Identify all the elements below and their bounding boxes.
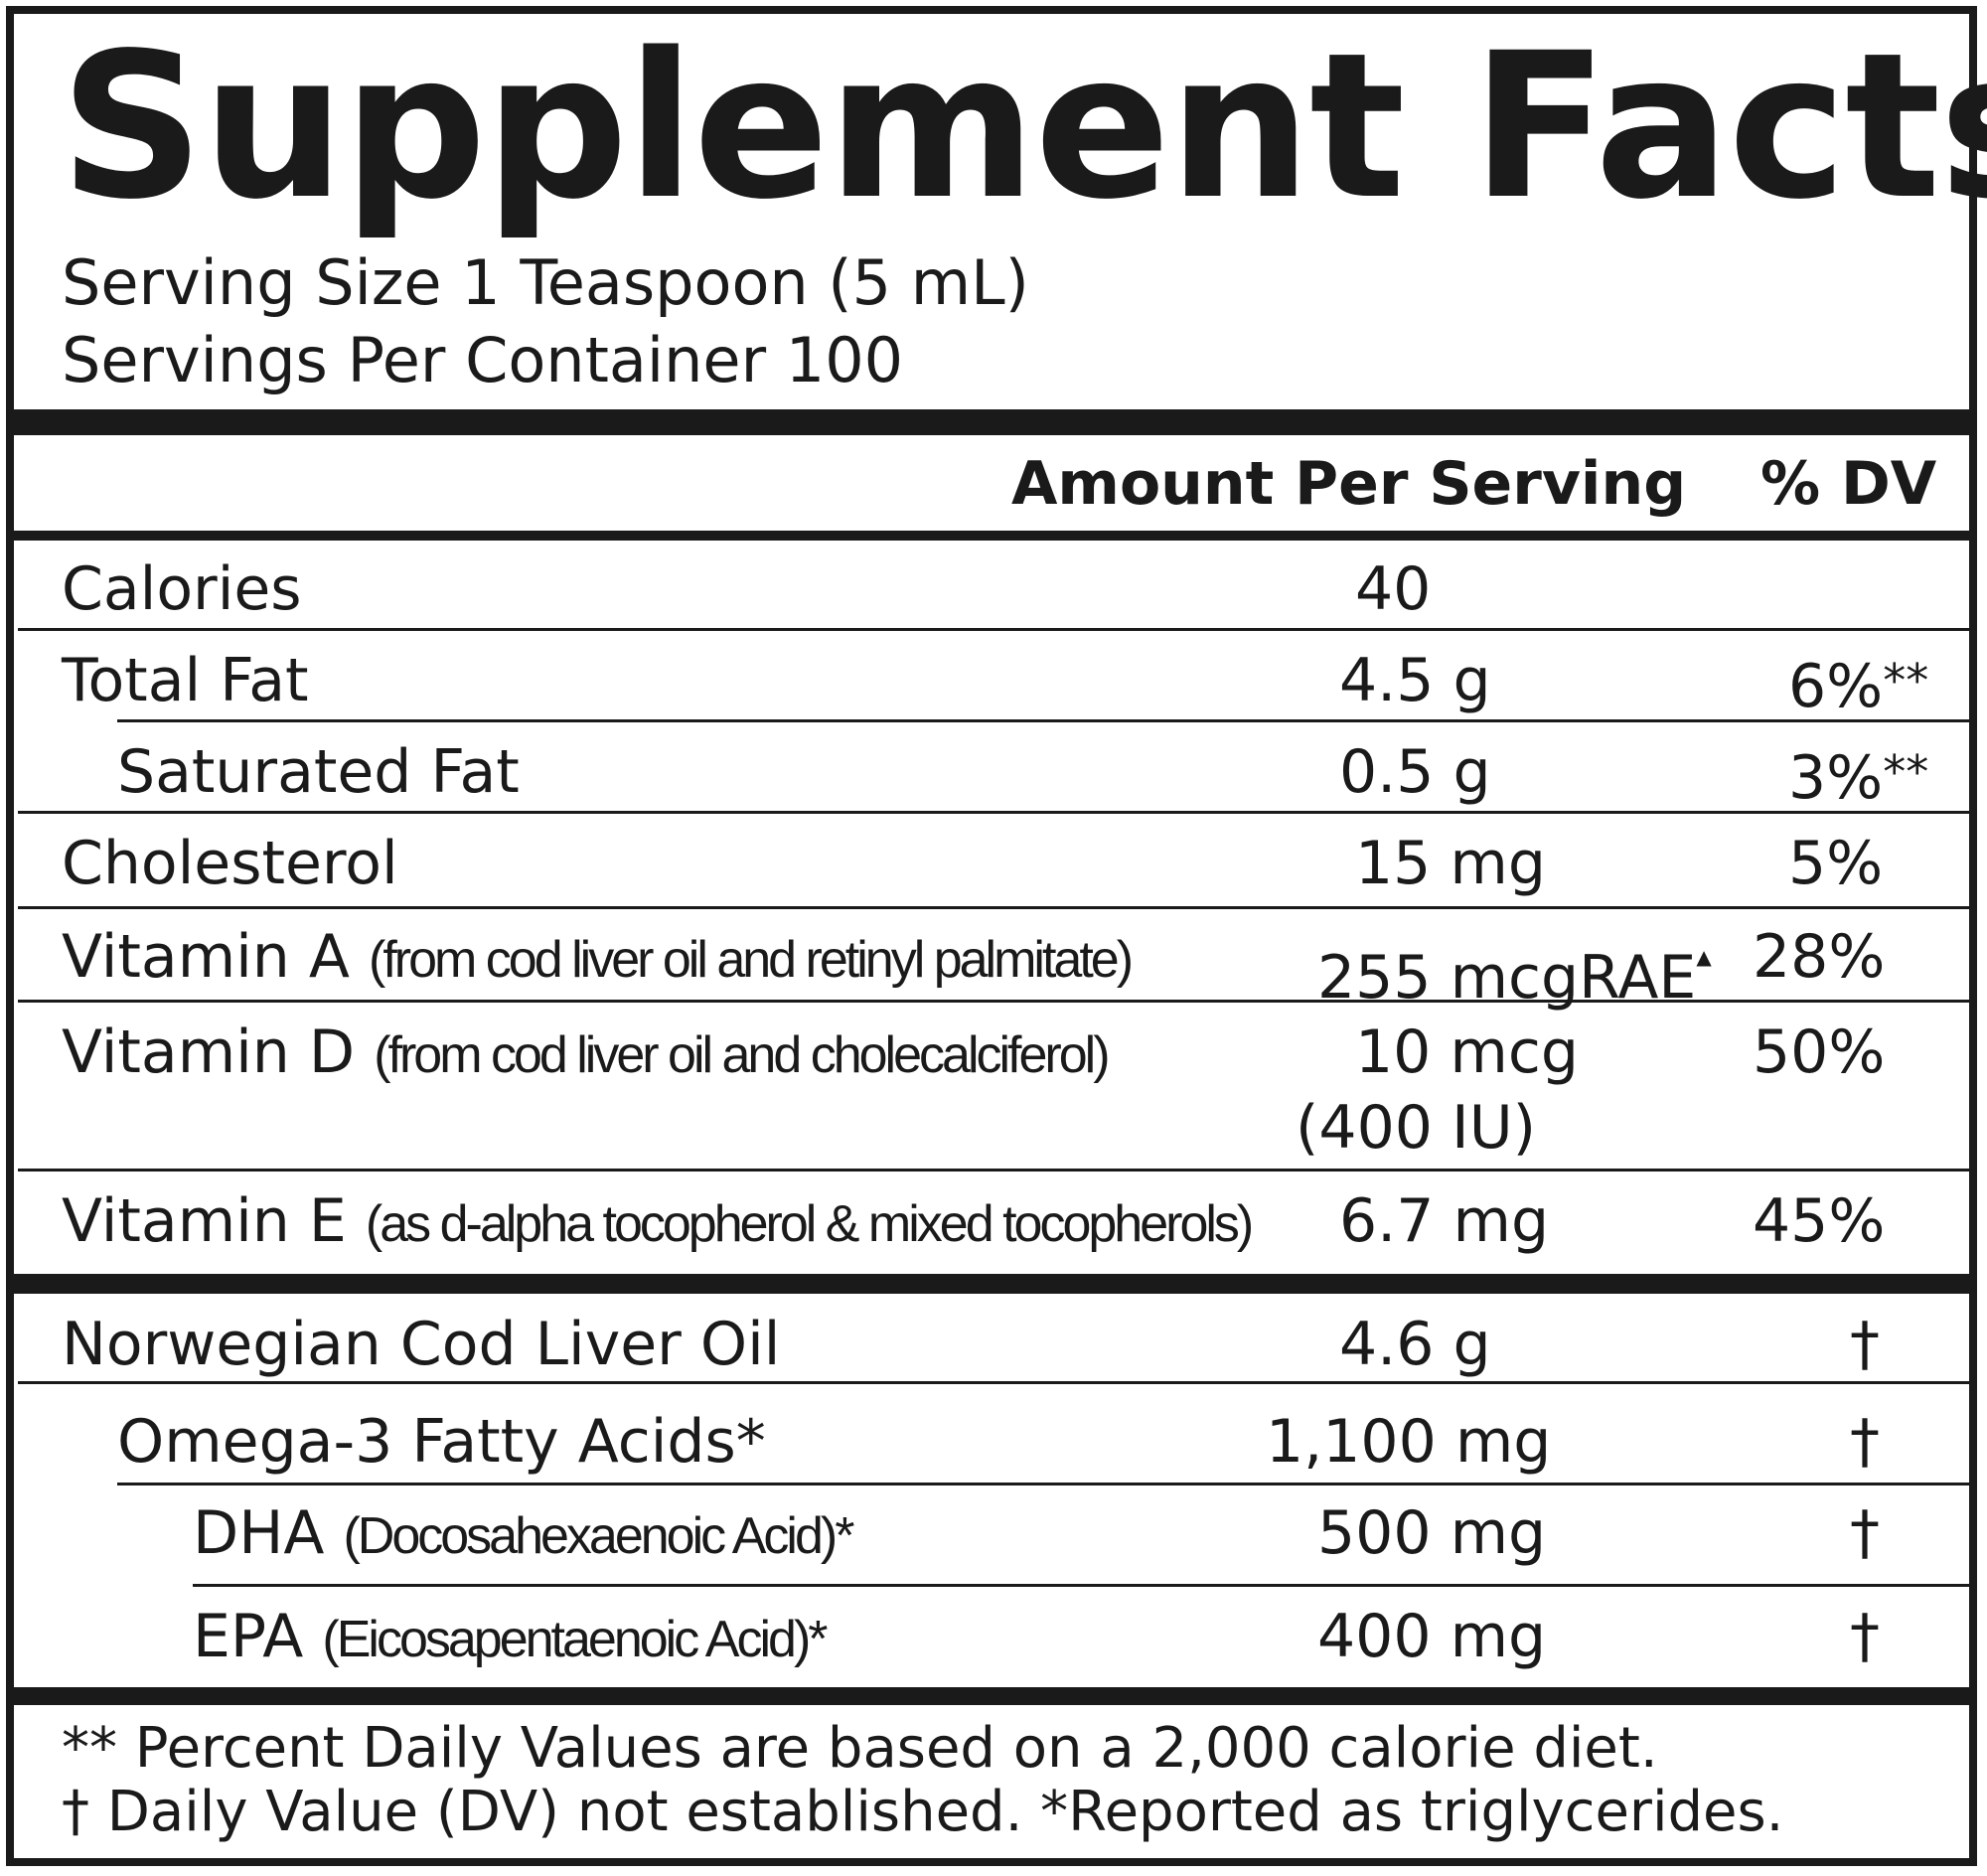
panel-title: Supplement Facts	[60, 9, 1987, 243]
row-vitamin-e-dv: 45%	[1753, 1186, 1886, 1256]
row-dha-name: DHA (Docosahexaenoic Acid)*	[193, 1498, 854, 1568]
triangle-marker: ▲	[1696, 945, 1712, 969]
row-calories-name: Calories	[62, 554, 302, 624]
row-saturated-fat-dv: 3%**	[1788, 743, 1929, 813]
row-epa-dv: †	[1850, 1602, 1880, 1671]
row-omega3-dv: †	[1850, 1407, 1880, 1477]
row-vitamin-d-name: Vitamin D (from cod liver oil and cholec…	[62, 1017, 1111, 1087]
row-divider	[18, 1381, 1969, 1384]
row-cod-liver-oil-name: Norwegian Cod Liver Oil	[62, 1310, 781, 1379]
row-divider	[18, 811, 1969, 814]
footnote-dv-not-established: † Daily Value (DV) not established. *Rep…	[62, 1780, 1784, 1844]
row-total-fat-amount: 4.5 g	[1339, 646, 1491, 715]
row-omega3-name: Omega-3 Fatty Acids*	[117, 1407, 766, 1477]
divider-bar-header	[12, 531, 1975, 541]
divider-bar-bottom	[12, 1687, 1975, 1705]
row-dha-dv: †	[1850, 1498, 1880, 1568]
row-divider	[193, 1584, 1969, 1587]
row-vitamin-d-detail: (from cod liver oil and cholecalciferol)	[374, 1026, 1110, 1084]
row-dha-amount: 500 mg	[1317, 1498, 1547, 1568]
row-vitamin-d-amount-iu: (400 IU)	[1296, 1093, 1537, 1163]
divider-bar-top	[12, 409, 1975, 435]
row-vitamin-a-detail: (from cod liver oil and retinyl palmitat…	[369, 931, 1134, 989]
row-vitamin-e-amount: 6.7 mg	[1339, 1186, 1550, 1256]
row-vitamin-d-dv: 50%	[1753, 1017, 1886, 1087]
footnote-daily-values: ** Percent Daily Values are based on a 2…	[62, 1716, 1658, 1781]
row-total-fat-name: Total Fat	[62, 646, 309, 715]
divider-bar-middle	[12, 1274, 1975, 1294]
row-omega3-amount: 1,100 mg	[1266, 1407, 1552, 1477]
row-divider	[18, 1169, 1969, 1172]
row-saturated-fat-amount: 0.5 g	[1339, 737, 1491, 807]
row-epa-amount: 400 mg	[1317, 1602, 1547, 1671]
row-calories-amount: 40	[1355, 554, 1432, 624]
row-saturated-fat-mark: **	[1883, 745, 1929, 799]
servings-per-container: Servings Per Container 100	[62, 324, 904, 396]
row-divider	[117, 719, 1969, 722]
row-vitamin-e-detail: (as d-alpha tocopherol & mixed tocophero…	[365, 1195, 1254, 1253]
serving-size: Serving Size 1 Teaspoon (5 mL)	[62, 246, 1029, 319]
row-divider	[18, 628, 1969, 631]
row-vitamin-e-name: Vitamin E (as d-alpha tocopherol & mixed…	[62, 1186, 1254, 1256]
supplement-facts-panel	[6, 6, 1977, 1866]
row-dha-detail: (Docosahexaenoic Acid)*	[343, 1507, 854, 1565]
header-percent-dv: % DV	[1760, 449, 1937, 519]
row-divider	[18, 906, 1969, 909]
row-cholesterol-amount: 15 mg	[1355, 829, 1546, 898]
row-cholesterol-name: Cholesterol	[62, 829, 398, 898]
row-total-fat-dv: 6%**	[1788, 652, 1929, 721]
row-vitamin-d-amount: 10 mcg	[1355, 1017, 1579, 1087]
row-total-fat-mark: **	[1883, 654, 1929, 707]
row-epa-detail: (Eicosapentaenoic Acid)*	[322, 1611, 828, 1668]
row-divider	[117, 1483, 1969, 1485]
row-divider	[18, 1000, 1969, 1003]
row-cholesterol-dv: 5%	[1788, 829, 1884, 898]
row-cod-liver-oil-amount: 4.6 g	[1339, 1310, 1491, 1379]
row-epa-name: EPA (Eicosapentaenoic Acid)*	[193, 1602, 829, 1671]
row-cod-liver-oil-dv: †	[1850, 1310, 1880, 1379]
header-amount-per-serving: Amount Per Serving	[1011, 449, 1687, 519]
row-vitamin-a-dv: 28%	[1753, 922, 1886, 992]
row-saturated-fat-name: Saturated Fat	[117, 737, 520, 807]
row-vitamin-a-name: Vitamin A (from cod liver oil and retiny…	[62, 922, 1134, 992]
